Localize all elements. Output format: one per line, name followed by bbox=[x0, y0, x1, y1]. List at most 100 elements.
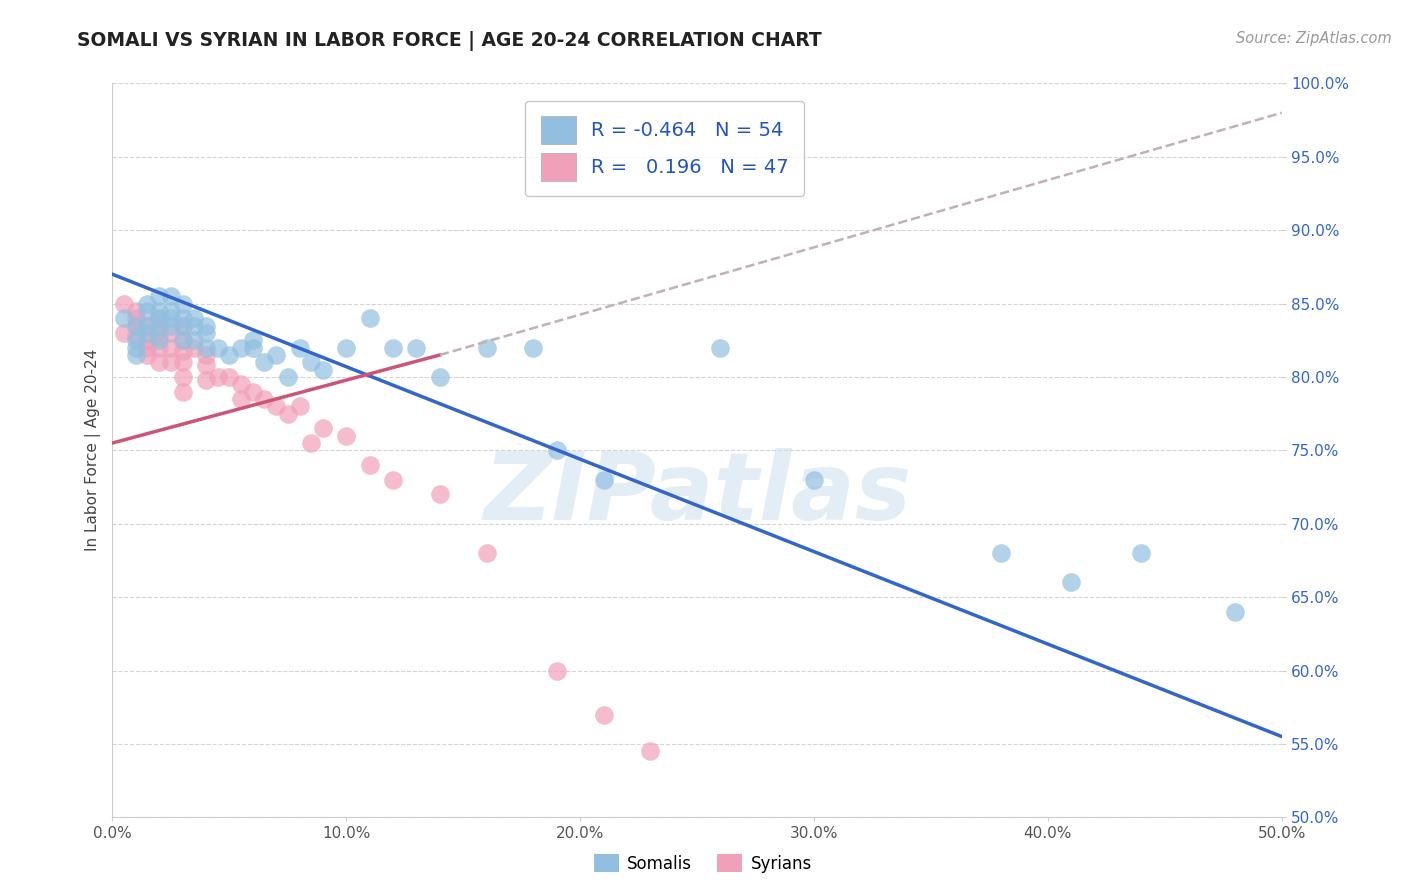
Point bbox=[1223, 605, 1246, 619]
Point bbox=[160, 311, 183, 326]
Point bbox=[194, 358, 217, 372]
Point bbox=[172, 370, 194, 384]
Point bbox=[125, 304, 148, 318]
Point bbox=[264, 400, 287, 414]
Point bbox=[475, 341, 498, 355]
Point bbox=[125, 348, 148, 362]
Point bbox=[335, 341, 357, 355]
Point bbox=[136, 348, 159, 362]
Text: ZIPatlas: ZIPatlas bbox=[484, 449, 911, 541]
Point bbox=[183, 333, 205, 347]
Point bbox=[148, 355, 170, 369]
Point bbox=[405, 341, 427, 355]
Point bbox=[253, 355, 276, 369]
Point bbox=[112, 311, 135, 326]
Point bbox=[172, 296, 194, 310]
Point bbox=[194, 348, 217, 362]
Point bbox=[242, 384, 264, 399]
Point bbox=[183, 318, 205, 333]
Point bbox=[475, 546, 498, 560]
Point bbox=[172, 318, 194, 333]
Point bbox=[172, 355, 194, 369]
Point bbox=[160, 289, 183, 303]
Point bbox=[1060, 575, 1083, 590]
Legend: Somalis, Syrians: Somalis, Syrians bbox=[588, 847, 818, 880]
Point bbox=[160, 318, 183, 333]
Point bbox=[125, 318, 148, 333]
Point bbox=[277, 407, 299, 421]
Point bbox=[148, 311, 170, 326]
Point bbox=[382, 341, 405, 355]
Point bbox=[148, 341, 170, 355]
Point bbox=[194, 373, 217, 387]
Point bbox=[229, 392, 252, 406]
Point bbox=[136, 333, 159, 347]
Legend: R = -0.464   N = 54, R =   0.196   N = 47: R = -0.464 N = 54, R = 0.196 N = 47 bbox=[524, 101, 804, 196]
Point bbox=[136, 296, 159, 310]
Point bbox=[125, 311, 148, 326]
Point bbox=[125, 318, 148, 333]
Point bbox=[136, 318, 159, 333]
Point bbox=[125, 333, 148, 347]
Point bbox=[218, 370, 240, 384]
Point bbox=[183, 311, 205, 326]
Point bbox=[207, 341, 229, 355]
Point bbox=[112, 326, 135, 340]
Point bbox=[242, 341, 264, 355]
Point bbox=[148, 323, 170, 337]
Point bbox=[148, 329, 170, 343]
Point bbox=[160, 355, 183, 369]
Point bbox=[522, 341, 544, 355]
Point bbox=[299, 355, 322, 369]
Point bbox=[160, 341, 183, 355]
Point bbox=[312, 421, 335, 435]
Point bbox=[546, 664, 568, 678]
Point bbox=[640, 744, 662, 758]
Point bbox=[194, 318, 217, 333]
Point bbox=[592, 473, 614, 487]
Point bbox=[172, 333, 194, 347]
Point bbox=[288, 400, 311, 414]
Point bbox=[1130, 546, 1153, 560]
Text: Source: ZipAtlas.com: Source: ZipAtlas.com bbox=[1236, 31, 1392, 46]
Point bbox=[429, 487, 451, 501]
Point bbox=[136, 341, 159, 355]
Point bbox=[218, 348, 240, 362]
Point bbox=[207, 370, 229, 384]
Point bbox=[709, 341, 731, 355]
Point bbox=[382, 473, 405, 487]
Point bbox=[546, 443, 568, 458]
Point bbox=[136, 304, 159, 318]
Point bbox=[264, 348, 287, 362]
Point bbox=[148, 289, 170, 303]
Point bbox=[148, 333, 170, 347]
Point bbox=[148, 311, 170, 326]
Y-axis label: In Labor Force | Age 20-24: In Labor Force | Age 20-24 bbox=[86, 350, 101, 551]
Point bbox=[312, 362, 335, 376]
Point bbox=[194, 326, 217, 340]
Point bbox=[335, 428, 357, 442]
Point bbox=[229, 377, 252, 392]
Point bbox=[136, 326, 159, 340]
Point bbox=[125, 341, 148, 355]
Text: SOMALI VS SYRIAN IN LABOR FORCE | AGE 20-24 CORRELATION CHART: SOMALI VS SYRIAN IN LABOR FORCE | AGE 20… bbox=[77, 31, 823, 51]
Point bbox=[160, 326, 183, 340]
Point bbox=[183, 341, 205, 355]
Point bbox=[359, 458, 381, 472]
Point bbox=[172, 311, 194, 326]
Point bbox=[148, 304, 170, 318]
Point bbox=[112, 296, 135, 310]
Point bbox=[136, 318, 159, 333]
Point bbox=[803, 473, 825, 487]
Point bbox=[125, 329, 148, 343]
Point bbox=[194, 341, 217, 355]
Point bbox=[592, 707, 614, 722]
Point bbox=[277, 370, 299, 384]
Point bbox=[172, 333, 194, 347]
Point bbox=[990, 546, 1012, 560]
Point bbox=[160, 304, 183, 318]
Point bbox=[359, 311, 381, 326]
Point bbox=[229, 341, 252, 355]
Point bbox=[299, 436, 322, 450]
Point bbox=[242, 333, 264, 347]
